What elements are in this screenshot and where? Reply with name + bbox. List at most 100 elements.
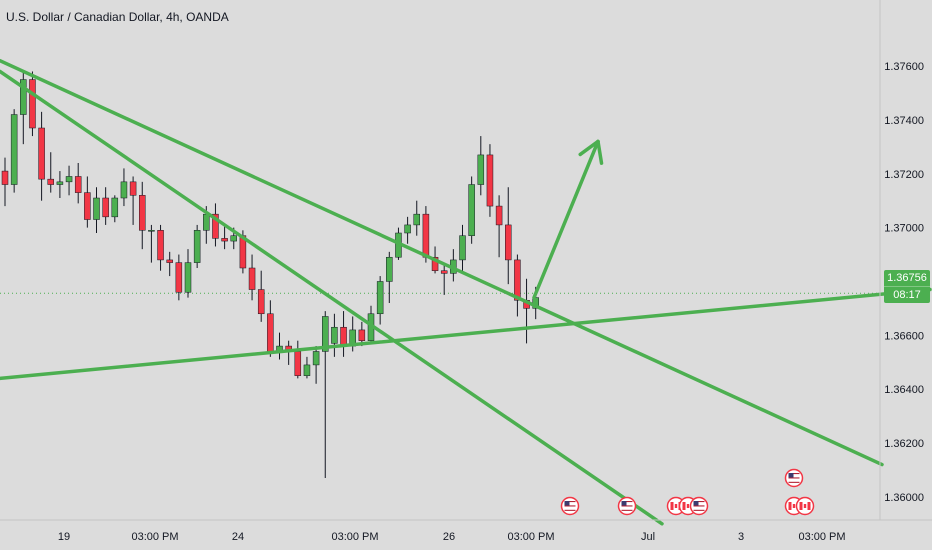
candle-down bbox=[257, 270, 265, 322]
candle-down bbox=[285, 340, 292, 365]
price-tick-label: 1.37000 bbox=[884, 223, 924, 235]
us-flag-icon[interactable] bbox=[784, 468, 804, 488]
candle-up bbox=[413, 200, 420, 236]
price-tick-label: 1.36200 bbox=[884, 438, 924, 450]
price-tick-label: 1.36600 bbox=[884, 330, 924, 342]
candle-up bbox=[184, 249, 192, 298]
price-tick-label: 1.37600 bbox=[884, 61, 924, 73]
candle-body bbox=[1, 170, 9, 185]
flag-stripe bbox=[621, 503, 633, 505]
us-flag-icon[interactable] bbox=[617, 496, 637, 516]
candle-up bbox=[386, 251, 393, 303]
candle-body bbox=[102, 197, 109, 218]
candle-body bbox=[340, 326, 347, 347]
price-tick-label: 1.36000 bbox=[884, 492, 924, 504]
candle-body bbox=[139, 195, 146, 231]
us-flag-icon[interactable] bbox=[689, 496, 709, 516]
flag-stripe bbox=[693, 509, 705, 511]
candle-down bbox=[248, 254, 256, 301]
candle-down bbox=[1, 157, 9, 207]
trend-lines[interactable] bbox=[0, 58, 932, 526]
candle-body bbox=[486, 154, 494, 207]
bar-countdown: 08:17 bbox=[884, 286, 930, 303]
candle-down bbox=[340, 311, 347, 357]
flag-leaf bbox=[674, 504, 678, 508]
flag-band bbox=[788, 502, 792, 510]
candle-body bbox=[331, 326, 338, 344]
flag-stripe bbox=[788, 473, 800, 475]
time-tick-label: 03:00 PM bbox=[131, 531, 178, 543]
candle-body bbox=[120, 181, 128, 199]
candle-body bbox=[303, 364, 311, 376]
candle-body bbox=[47, 178, 54, 185]
flag-band bbox=[682, 502, 686, 510]
flag-stripe bbox=[693, 507, 705, 509]
candle-up bbox=[331, 313, 338, 357]
current-price-text: 1.36756 bbox=[887, 272, 927, 284]
candle-down bbox=[495, 195, 503, 258]
flag-stripe bbox=[621, 501, 633, 503]
candle-down bbox=[514, 254, 521, 317]
candle-body bbox=[468, 184, 475, 236]
candle-body bbox=[440, 270, 448, 274]
candle-up bbox=[276, 332, 283, 360]
candle-body bbox=[221, 238, 228, 242]
flag-stripe bbox=[788, 479, 800, 481]
candle-body bbox=[129, 181, 137, 196]
time-tick-label: Jul bbox=[641, 531, 655, 543]
candle-body bbox=[322, 316, 329, 352]
price-tick-label: 1.37200 bbox=[884, 169, 924, 181]
candle-body bbox=[203, 213, 210, 231]
candle-body bbox=[20, 79, 27, 115]
candle-body bbox=[166, 259, 173, 263]
candle-down bbox=[74, 163, 82, 204]
candle-up bbox=[376, 276, 384, 325]
candle-up bbox=[111, 195, 119, 223]
candle-down bbox=[358, 321, 366, 347]
candle-body bbox=[193, 230, 201, 263]
price-tick-label: 1.36400 bbox=[884, 384, 924, 396]
flag-stripe bbox=[621, 505, 633, 507]
candle-up bbox=[20, 71, 27, 145]
candle-up bbox=[459, 224, 466, 271]
economic-events[interactable] bbox=[560, 468, 815, 516]
candle-body bbox=[248, 267, 256, 290]
candle-down bbox=[212, 203, 219, 247]
flag-stripe bbox=[564, 505, 576, 507]
candle-up bbox=[65, 165, 73, 196]
candle-body bbox=[184, 262, 192, 293]
trend-line bbox=[0, 69, 664, 526]
candle-up bbox=[322, 311, 329, 478]
candle-body bbox=[505, 224, 512, 261]
projection-arrow-head bbox=[596, 139, 604, 165]
time-tick-label: 03:00 PM bbox=[798, 531, 845, 543]
candle-down bbox=[84, 176, 91, 228]
ca-flag-icon[interactable] bbox=[795, 496, 815, 516]
flag-stripe bbox=[564, 501, 576, 503]
flag-stripe bbox=[788, 477, 800, 479]
us-flag-icon[interactable] bbox=[560, 496, 580, 516]
candle-body bbox=[514, 259, 521, 301]
time-tick-label: 24 bbox=[232, 531, 244, 543]
candle-body bbox=[376, 281, 384, 315]
candle-up bbox=[404, 216, 411, 244]
candle-body bbox=[386, 256, 393, 282]
candle-body bbox=[358, 329, 366, 341]
candle-down bbox=[139, 181, 146, 250]
candle-body bbox=[267, 313, 274, 352]
flag-stripe bbox=[564, 509, 576, 511]
flag-stripe bbox=[564, 507, 576, 509]
projection-arrow-head bbox=[578, 139, 600, 157]
candle-body bbox=[431, 256, 439, 271]
flag-leaf bbox=[792, 504, 796, 508]
flag-stripe bbox=[693, 501, 705, 503]
flag-leaf bbox=[686, 504, 690, 508]
flag-stripe bbox=[788, 481, 800, 483]
flag-canton bbox=[788, 473, 794, 478]
candle-down bbox=[505, 187, 512, 285]
candle-body bbox=[294, 351, 302, 376]
flag-leaf bbox=[803, 504, 807, 508]
projection-arrow-shaft bbox=[532, 139, 600, 300]
flag-stripe bbox=[693, 505, 705, 507]
